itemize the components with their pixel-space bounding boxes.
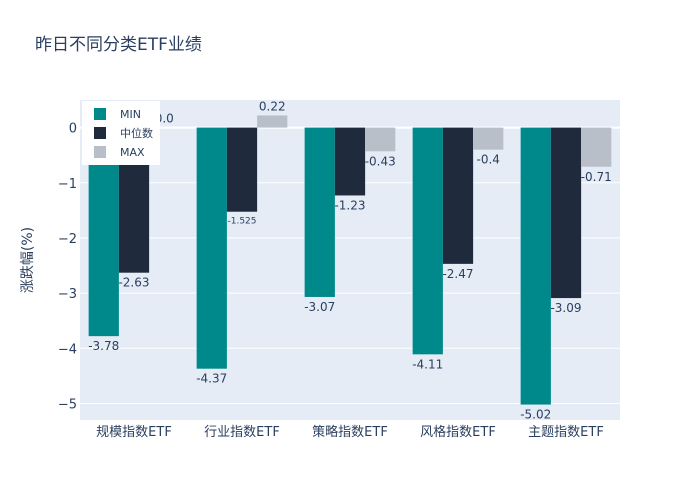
y-tick-label: −3: [58, 287, 77, 302]
bar-MAX-2: [257, 115, 288, 128]
data-label: -0.43: [365, 154, 396, 168]
legend-swatch: [94, 108, 106, 120]
x-category-label: 风格指数ETF: [420, 424, 496, 440]
data-label: -5.02: [520, 408, 551, 422]
bar-中位数-4: [442, 127, 474, 264]
legend: MIN 中位数 MAX: [82, 101, 160, 165]
data-label: -1.525: [227, 217, 256, 227]
data-label: -3.78: [88, 339, 119, 353]
y-tick-label: −5: [58, 397, 77, 412]
data-label: 0.22: [259, 99, 286, 113]
data-label: -3.07: [304, 300, 335, 314]
legend-label: MIN: [120, 108, 141, 121]
bar-中位数-5: [550, 127, 582, 299]
legend-swatch: [94, 146, 106, 158]
bar-中位数-3: [334, 127, 366, 196]
y-axis-ticks: 0 −1 −2 −3 −4 −5: [58, 122, 77, 413]
y-axis-label: 涨跌幅(%): [20, 227, 36, 293]
data-labels: -3.78-2.630.0-4.37-1.5250.22-3.07-1.23-0…: [88, 99, 612, 421]
data-label: -2.47: [442, 267, 473, 281]
bar-MIN-5: [520, 127, 551, 405]
bar-MIN-3: [304, 127, 335, 297]
bar-MIN-2: [196, 127, 227, 369]
y-tick-label: 0: [69, 122, 77, 137]
bar-MIN-4: [412, 127, 443, 355]
bar-MAX-5: [581, 127, 612, 167]
chart-title: 昨日不同分类ETF业绩: [35, 35, 202, 55]
data-label: -1.23: [334, 198, 365, 212]
x-category-label: 规模指数ETF: [96, 425, 172, 440]
legend-label: 中位数: [120, 126, 153, 140]
data-label: -3.09: [550, 301, 581, 315]
bar-MAX-3: [365, 127, 396, 152]
data-label: -4.37: [196, 372, 227, 386]
x-category-label: 主题指数ETF: [528, 425, 604, 440]
data-label: -4.11: [412, 357, 443, 371]
legend-label: MAX: [120, 146, 145, 159]
y-tick-label: −2: [58, 232, 77, 247]
x-category-label: 策略指数ETF: [312, 424, 388, 440]
x-category-label: 行业指数ETF: [204, 425, 280, 440]
bar-中位数-2: [226, 127, 258, 212]
x-axis-categories: 规模指数ETF 行业指数ETF 策略指数ETF 风格指数ETF 主题指数ETF: [96, 424, 604, 440]
y-tick-label: −4: [58, 342, 77, 357]
data-label: -2.63: [118, 276, 149, 290]
data-label: -0.4: [477, 153, 500, 167]
legend-swatch: [94, 127, 106, 139]
bar-MAX-4: [473, 127, 504, 150]
y-tick-label: −1: [58, 177, 77, 192]
data-label: -0.71: [581, 170, 612, 184]
